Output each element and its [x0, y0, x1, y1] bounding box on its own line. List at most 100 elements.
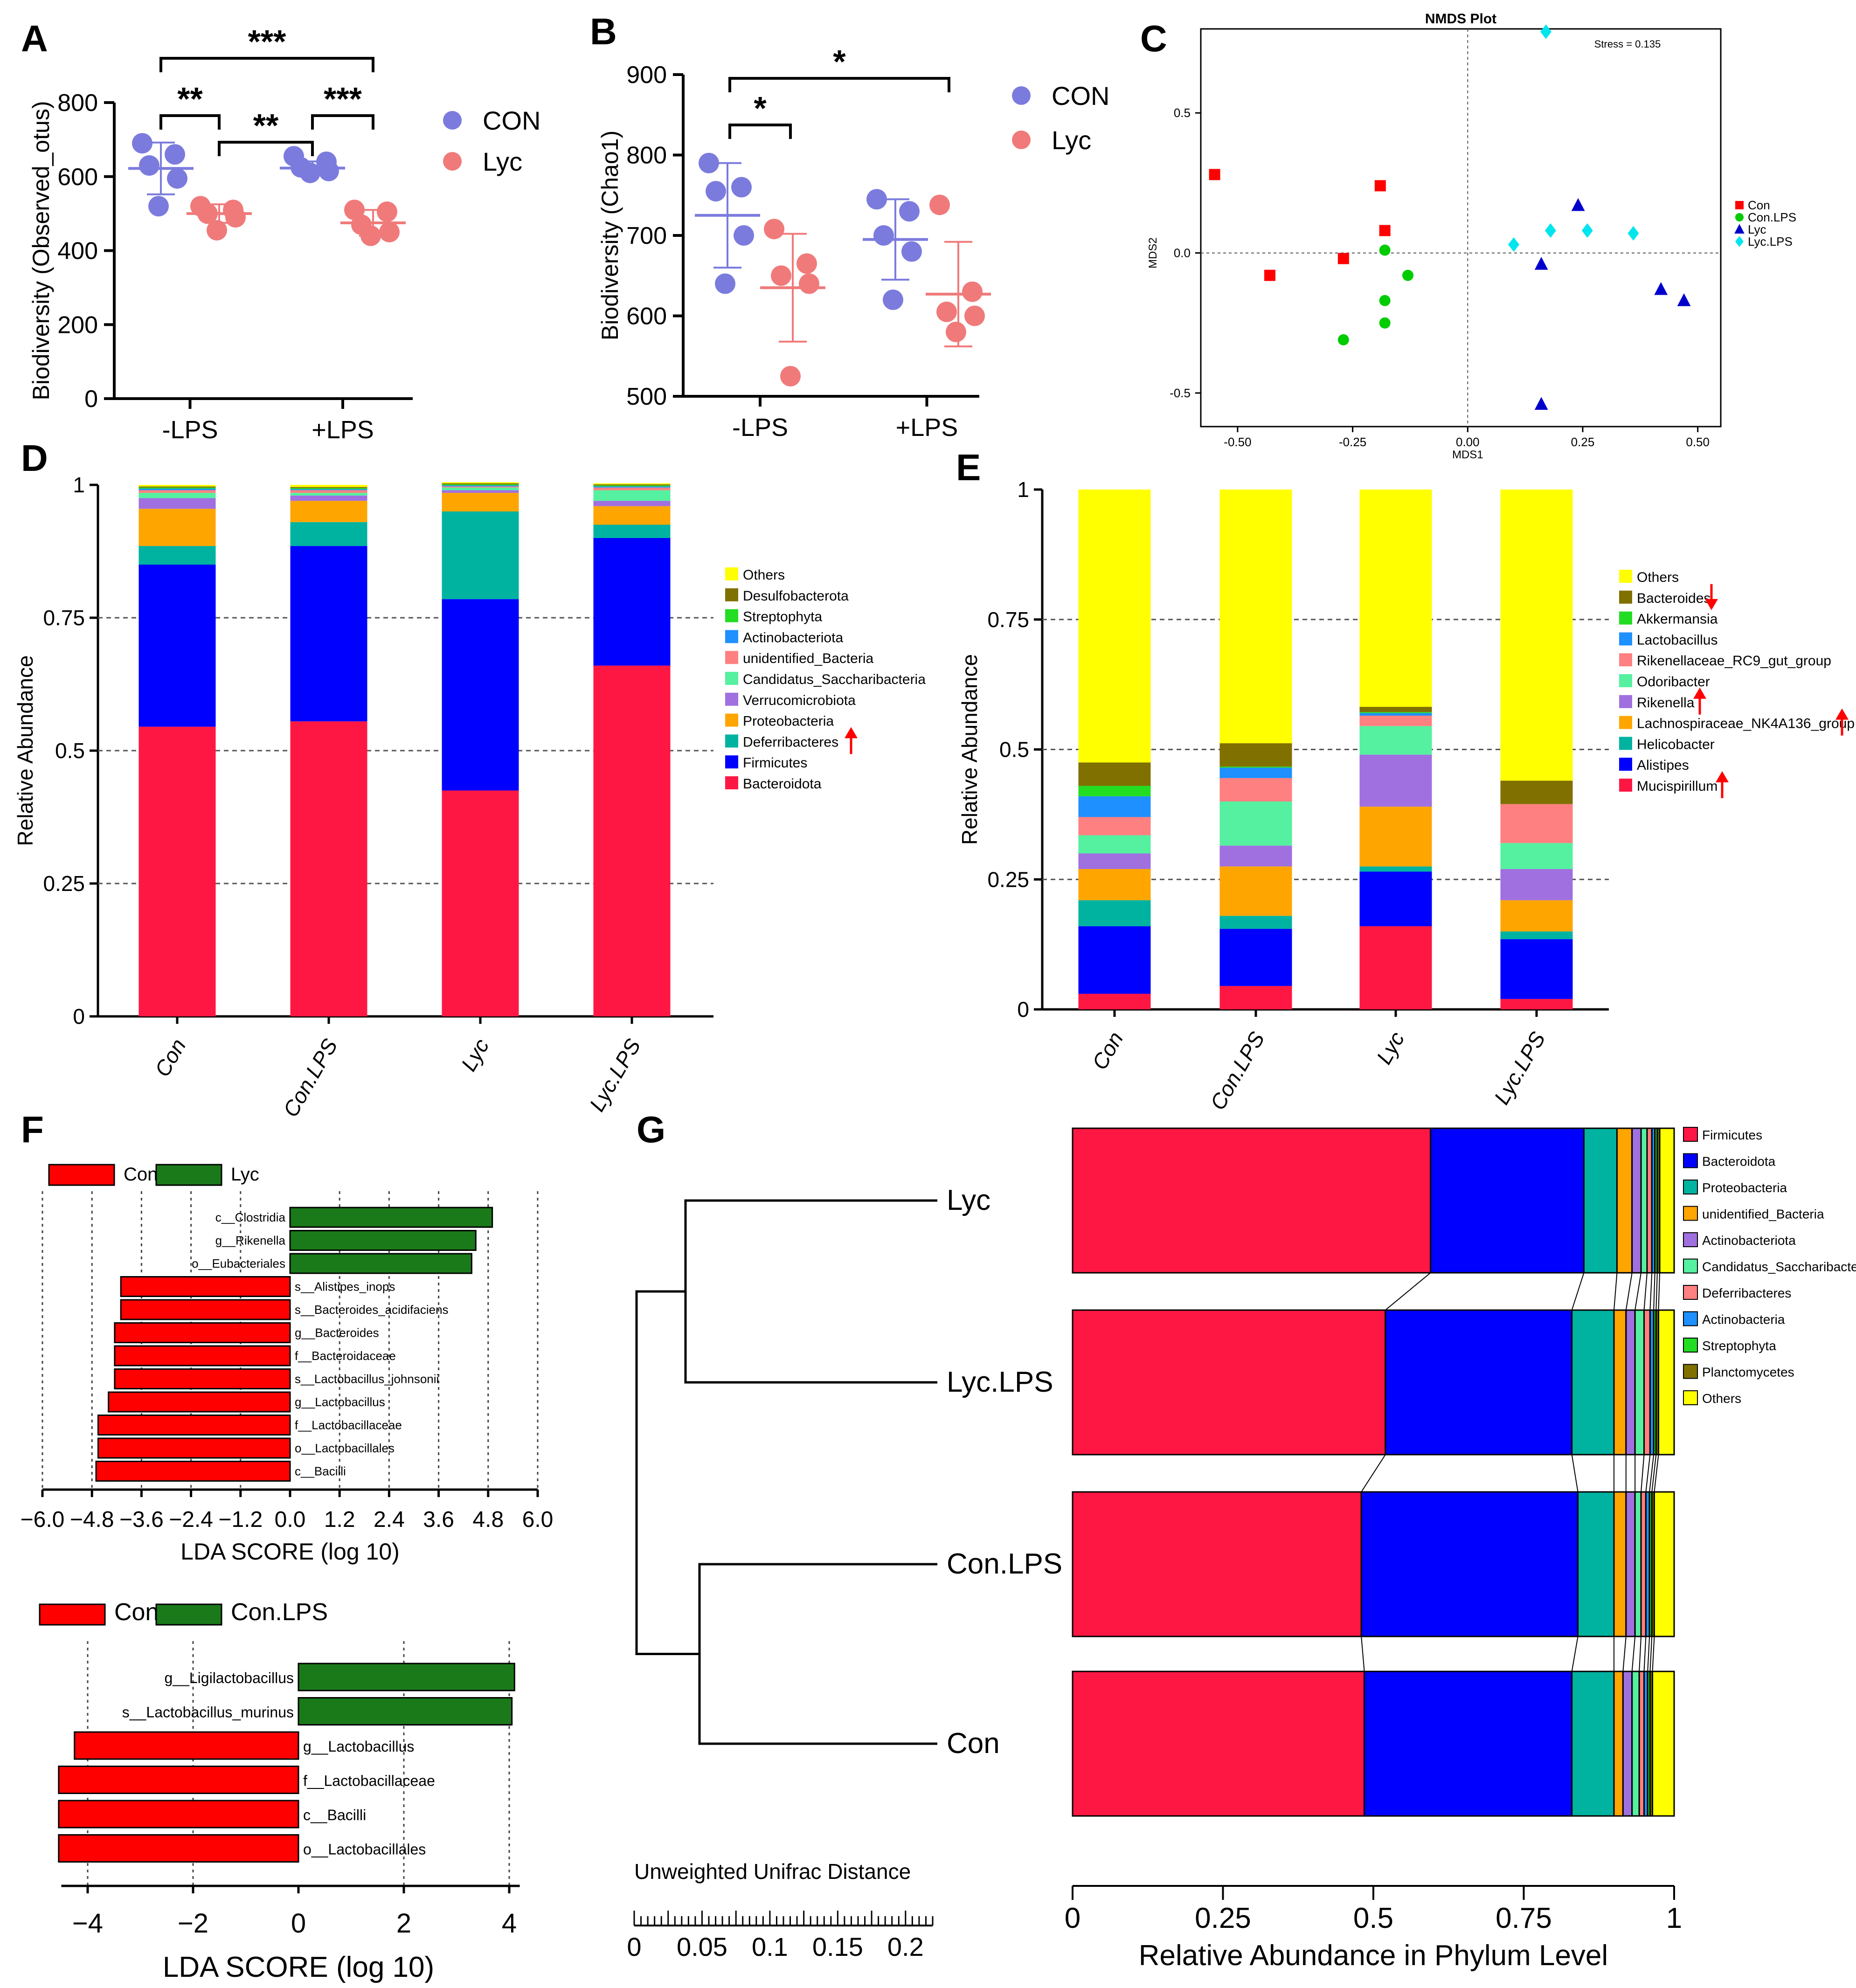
- bar-segment: [1359, 926, 1432, 1009]
- connector-line: [1649, 1636, 1653, 1672]
- connector-line: [1643, 1272, 1648, 1311]
- y-axis-label: Biodiversity (Observed_otus): [28, 101, 54, 400]
- lda-bar: [108, 1391, 291, 1413]
- bar-segment: [593, 525, 671, 538]
- bar-segment: [139, 487, 216, 489]
- lda-bar: [289, 1207, 493, 1228]
- bar-segment: [1643, 1309, 1651, 1456]
- lda-bar: [114, 1322, 291, 1343]
- bar-segment: [1219, 767, 1292, 778]
- legend-swatch: [1619, 674, 1632, 687]
- bar-segment: [139, 546, 216, 565]
- lda-bar: [289, 1253, 472, 1274]
- bar-segment: [1652, 1670, 1675, 1817]
- bar-segment: [1078, 490, 1151, 763]
- bar-segment: [1634, 1491, 1642, 1637]
- bar-segment: [1625, 1309, 1636, 1456]
- legend-label: CON: [483, 106, 540, 135]
- bar-segment: [1500, 931, 1573, 939]
- legend-label: Bacteroides: [1637, 591, 1711, 606]
- data-point: [936, 301, 957, 322]
- legend-swatch: [1619, 653, 1632, 667]
- data-point: [706, 181, 726, 202]
- legend-swatch: [725, 609, 738, 622]
- bar-segment: [442, 485, 519, 487]
- legend-label: Deferribacteres: [743, 734, 838, 750]
- connector-line: [1653, 1272, 1655, 1311]
- legend-label: unidentified_Bacteria: [743, 651, 874, 666]
- bar-segment: [1657, 1309, 1675, 1456]
- dendrogram-scale-tick-label: 0.15: [812, 1932, 863, 1961]
- x-tick-label: Lyc.LPS: [1489, 1028, 1550, 1109]
- bar-segment: [1634, 1309, 1645, 1456]
- bar-segment: [290, 495, 367, 501]
- significance-bracket: [218, 141, 314, 156]
- bar-segment: [290, 546, 367, 722]
- bar-segment: [1500, 999, 1573, 1009]
- data-point-circle: [1379, 244, 1391, 256]
- lda-bar-label: f__Lactobacillaceae: [303, 1772, 435, 1789]
- bar-segment: [290, 501, 367, 522]
- lda-bar-label: g__Lactobacillus: [303, 1738, 414, 1755]
- panel-label-f: F: [21, 1109, 44, 1150]
- arrow-up-icon: [1835, 708, 1849, 720]
- bar-segment: [442, 483, 519, 484]
- legend-swatch: [1683, 1285, 1698, 1300]
- connector-line: [1571, 1636, 1579, 1672]
- data-point: [379, 221, 400, 242]
- legend-swatch: [725, 672, 738, 685]
- panel-f-lower: g__Ligilactobacillus s__Lactobacillus_mur…: [39, 1599, 520, 1983]
- connector-line: [1658, 1272, 1661, 1311]
- data-point: [319, 160, 339, 181]
- bar-segment: [1078, 762, 1151, 786]
- lda-bar-label: f__Lactobacillaceae: [295, 1418, 402, 1432]
- lda-bar-label: s__Lactobacillus_murinus: [122, 1704, 294, 1720]
- bar-segment: [593, 501, 671, 506]
- legend-swatch: [725, 755, 738, 769]
- legend-label: Desulfobacterota: [743, 588, 849, 604]
- lda-bar: [58, 1800, 299, 1829]
- bar-segment: [442, 790, 519, 1016]
- significance-stars: **: [177, 81, 203, 117]
- legend-swatch: [155, 1603, 222, 1626]
- bar-segment: [1638, 1670, 1645, 1817]
- data-point: [731, 177, 752, 198]
- y-tick-label: 0: [84, 386, 98, 413]
- y-tick-label: 800: [57, 90, 98, 117]
- bar-segment: [1219, 766, 1292, 768]
- bar-segment: [1219, 801, 1292, 846]
- legend-swatch: [1619, 737, 1632, 750]
- data-point: [225, 207, 246, 228]
- bar-segment: [1219, 986, 1292, 1009]
- bar-segment: [1613, 1309, 1627, 1456]
- legend-label: Lachnospiraceae_NK4A136_group: [1637, 716, 1855, 732]
- data-point: [197, 203, 218, 224]
- dendrogram-leaf-label: Lyc: [947, 1184, 990, 1216]
- x-tick-label: 0.50: [1686, 435, 1710, 449]
- bar-segment: [1631, 1127, 1642, 1274]
- bar-segment: [1631, 1670, 1640, 1817]
- y-tick-label: 0.75: [987, 607, 1029, 632]
- stress-annotation: Stress = 0.135: [1594, 38, 1661, 50]
- lda-bar: [289, 1230, 477, 1251]
- x-tick-label: 2: [396, 1908, 411, 1939]
- bar-segment: [1364, 1670, 1573, 1817]
- bar-segment: [139, 509, 216, 546]
- legend-label: Con: [124, 1164, 158, 1185]
- panel-d: D 0 0.25 0.5 0.75 1 Relative Abundance Con Con.…: [13, 437, 926, 1121]
- connector-line: [1631, 1636, 1636, 1672]
- plot-frame: [1200, 28, 1722, 428]
- data-point-square: [1337, 253, 1349, 264]
- y-tick-label: 0.0: [1174, 246, 1191, 260]
- panel-label-d: D: [21, 437, 48, 479]
- x-tick-label: 0.25: [1571, 435, 1595, 449]
- dendrogram-leaf-label: Lyc.LPS: [947, 1366, 1053, 1398]
- legend-label: Lyc.LPS: [1748, 235, 1793, 248]
- bar-segment: [1359, 866, 1432, 872]
- legend-swatch: [1683, 1390, 1698, 1405]
- bar-segment: [139, 490, 216, 493]
- x-tick-label: 0.5: [1353, 1902, 1393, 1934]
- x-tick-label: -0.25: [1339, 435, 1366, 449]
- arrow-up-icon: [1716, 771, 1729, 782]
- connector-line: [1571, 1454, 1579, 1492]
